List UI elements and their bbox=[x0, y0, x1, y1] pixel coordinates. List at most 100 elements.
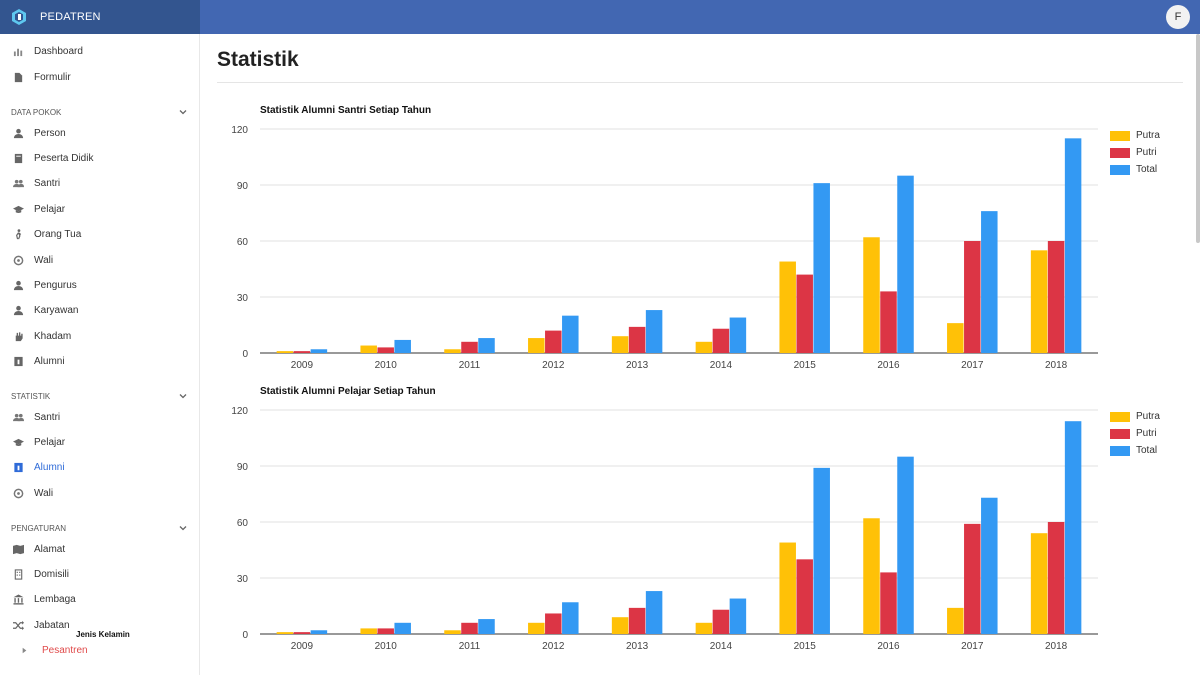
sidebar-item-wali[interactable]: Wali bbox=[0, 249, 199, 271]
sidebar-item-peserta-didik[interactable]: Peserta Didik bbox=[0, 147, 199, 169]
bar-total-2018[interactable] bbox=[1064, 138, 1082, 353]
bar-total-2018[interactable] bbox=[1064, 421, 1082, 634]
x-tick-label: 2010 bbox=[375, 641, 398, 652]
bar-putri-2017[interactable] bbox=[964, 241, 981, 353]
brand[interactable]: PEDATREN bbox=[0, 0, 200, 34]
sidebar-item-wali[interactable]: Wali bbox=[0, 482, 199, 504]
bar-putra-2011[interactable] bbox=[444, 349, 461, 353]
sidebar-item-khadam[interactable]: Khadam bbox=[0, 325, 199, 347]
bar-putri-2010[interactable] bbox=[377, 347, 394, 353]
legend-item-total[interactable]: Total bbox=[1110, 161, 1160, 178]
bar-total-2010[interactable] bbox=[394, 339, 411, 353]
bar-putra-2013[interactable] bbox=[611, 336, 629, 353]
bar-putra-2014[interactable] bbox=[695, 622, 713, 634]
bar-putra-2017[interactable] bbox=[947, 607, 964, 634]
bar-total-2013[interactable] bbox=[645, 310, 663, 353]
bar-total-2012[interactable] bbox=[562, 602, 579, 634]
sidebar-item-orang-tua[interactable]: Orang Tua bbox=[0, 224, 199, 246]
bar-total-2012[interactable] bbox=[562, 315, 579, 353]
bar-putri-2018[interactable] bbox=[1047, 522, 1065, 634]
sidebar-item-alumni[interactable]: Alumni bbox=[0, 351, 199, 373]
sidebar-item-domisili[interactable]: Domisili bbox=[0, 563, 199, 585]
bar-putri-2015[interactable] bbox=[796, 274, 813, 353]
legend-item-putri[interactable]: Putri bbox=[1110, 144, 1160, 161]
legend-item-putra[interactable]: Putra bbox=[1110, 127, 1160, 144]
bar-putra-2018[interactable] bbox=[1030, 250, 1048, 353]
bar-putri-2012[interactable] bbox=[545, 613, 562, 634]
bar-putra-2010[interactable] bbox=[360, 628, 377, 634]
bar-putra-2009[interactable] bbox=[276, 351, 294, 353]
sidebar: Dashboard Formulir DATA POKOK Person Peserta… bbox=[0, 34, 200, 675]
sidebar-item-formulir[interactable]: Formulir bbox=[0, 66, 199, 88]
bar-total-2009[interactable] bbox=[310, 349, 328, 353]
bar-putra-2013[interactable] bbox=[611, 617, 629, 634]
bar-putra-2014[interactable] bbox=[695, 341, 713, 353]
chevron-down-icon bbox=[178, 107, 188, 117]
bar-total-2011[interactable] bbox=[478, 338, 495, 353]
bar-putra-2011[interactable] bbox=[444, 630, 461, 634]
sidebar-item-pelajar[interactable]: Pelajar bbox=[0, 431, 199, 453]
bar-putri-2012[interactable] bbox=[545, 330, 562, 353]
bar-total-2011[interactable] bbox=[478, 619, 495, 634]
bar-putri-2009[interactable] bbox=[293, 632, 311, 634]
sidebar-item-label: Dashboard bbox=[34, 45, 83, 57]
bar-chart-icon bbox=[12, 45, 24, 57]
bar-total-2015[interactable] bbox=[813, 183, 830, 353]
bar-putri-2013[interactable] bbox=[628, 326, 646, 353]
sidebar-section-data-pokok[interactable]: DATA POKOK bbox=[0, 103, 199, 121]
sidebar-item-label: Lembaga bbox=[34, 594, 76, 606]
bar-putri-2014[interactable] bbox=[712, 609, 730, 634]
sidebar-item-alamat[interactable]: Alamat bbox=[0, 538, 199, 560]
bar-putra-2012[interactable] bbox=[528, 622, 545, 634]
bar-total-2015[interactable] bbox=[813, 467, 830, 634]
bar-total-2017[interactable] bbox=[981, 497, 998, 634]
bar-putri-2015[interactable] bbox=[796, 559, 813, 634]
sidebar-section-pengaturan[interactable]: PENGATURAN bbox=[0, 519, 199, 537]
bar-putri-2014[interactable] bbox=[712, 328, 730, 353]
bar-putra-2016[interactable] bbox=[863, 518, 880, 634]
sidebar-item-pesantren[interactable]: Pesantren bbox=[0, 640, 199, 662]
sidebar-item-alumni[interactable]: Alumni bbox=[0, 457, 199, 479]
bar-putri-2011[interactable] bbox=[461, 622, 478, 634]
sidebar-item-dashboard[interactable]: Dashboard bbox=[0, 40, 199, 62]
bar-putri-2011[interactable] bbox=[461, 341, 478, 353]
bar-putra-2015[interactable] bbox=[779, 542, 796, 634]
legend-item-putra[interactable]: Putra bbox=[1110, 408, 1160, 425]
sidebar-item-pelajar[interactable]: Pelajar bbox=[0, 198, 199, 220]
bar-putri-2018[interactable] bbox=[1047, 241, 1065, 353]
bar-putra-2015[interactable] bbox=[779, 261, 796, 353]
bar-putri-2016[interactable] bbox=[880, 291, 897, 353]
bar-putra-2009[interactable] bbox=[276, 632, 294, 634]
sidebar-item-label: Person bbox=[34, 127, 66, 139]
sidebar-item-pengurus[interactable]: Pengurus bbox=[0, 274, 199, 296]
sidebar-item-santri[interactable]: Santri bbox=[0, 406, 199, 428]
bar-putra-2016[interactable] bbox=[863, 237, 880, 353]
bar-putri-2016[interactable] bbox=[880, 572, 897, 634]
sidebar-item-santri[interactable]: Santri bbox=[0, 173, 199, 195]
bar-putra-2010[interactable] bbox=[360, 345, 377, 353]
bar-putri-2013[interactable] bbox=[628, 607, 646, 634]
bar-total-2009[interactable] bbox=[310, 630, 328, 634]
user-avatar[interactable]: F bbox=[1166, 5, 1190, 29]
sidebar-section-statistik[interactable]: STATISTIK bbox=[0, 387, 199, 405]
bar-total-2016[interactable] bbox=[897, 175, 914, 353]
bar-total-2013[interactable] bbox=[645, 591, 663, 634]
sidebar-item-lembaga[interactable]: Lembaga bbox=[0, 589, 199, 611]
bar-total-2010[interactable] bbox=[394, 622, 411, 634]
scrollbar[interactable] bbox=[1196, 34, 1200, 243]
bar-putri-2017[interactable] bbox=[964, 523, 981, 634]
bar-putri-2010[interactable] bbox=[377, 628, 394, 634]
bar-putra-2012[interactable] bbox=[528, 338, 545, 353]
sidebar-item-jabatan[interactable]: Jabatan bbox=[0, 614, 199, 636]
legend-item-total[interactable]: Total bbox=[1110, 442, 1160, 459]
bar-putra-2017[interactable] bbox=[947, 323, 964, 353]
bar-total-2014[interactable] bbox=[729, 317, 747, 353]
legend-item-putri[interactable]: Putri bbox=[1110, 425, 1160, 442]
sidebar-item-person[interactable]: Person bbox=[0, 122, 199, 144]
bar-total-2016[interactable] bbox=[897, 456, 914, 634]
bar-putri-2009[interactable] bbox=[293, 351, 311, 353]
sidebar-item-karyawan[interactable]: Karyawan bbox=[0, 300, 199, 322]
bar-total-2014[interactable] bbox=[729, 598, 747, 634]
bar-total-2017[interactable] bbox=[981, 211, 998, 353]
bar-putra-2018[interactable] bbox=[1030, 533, 1048, 634]
